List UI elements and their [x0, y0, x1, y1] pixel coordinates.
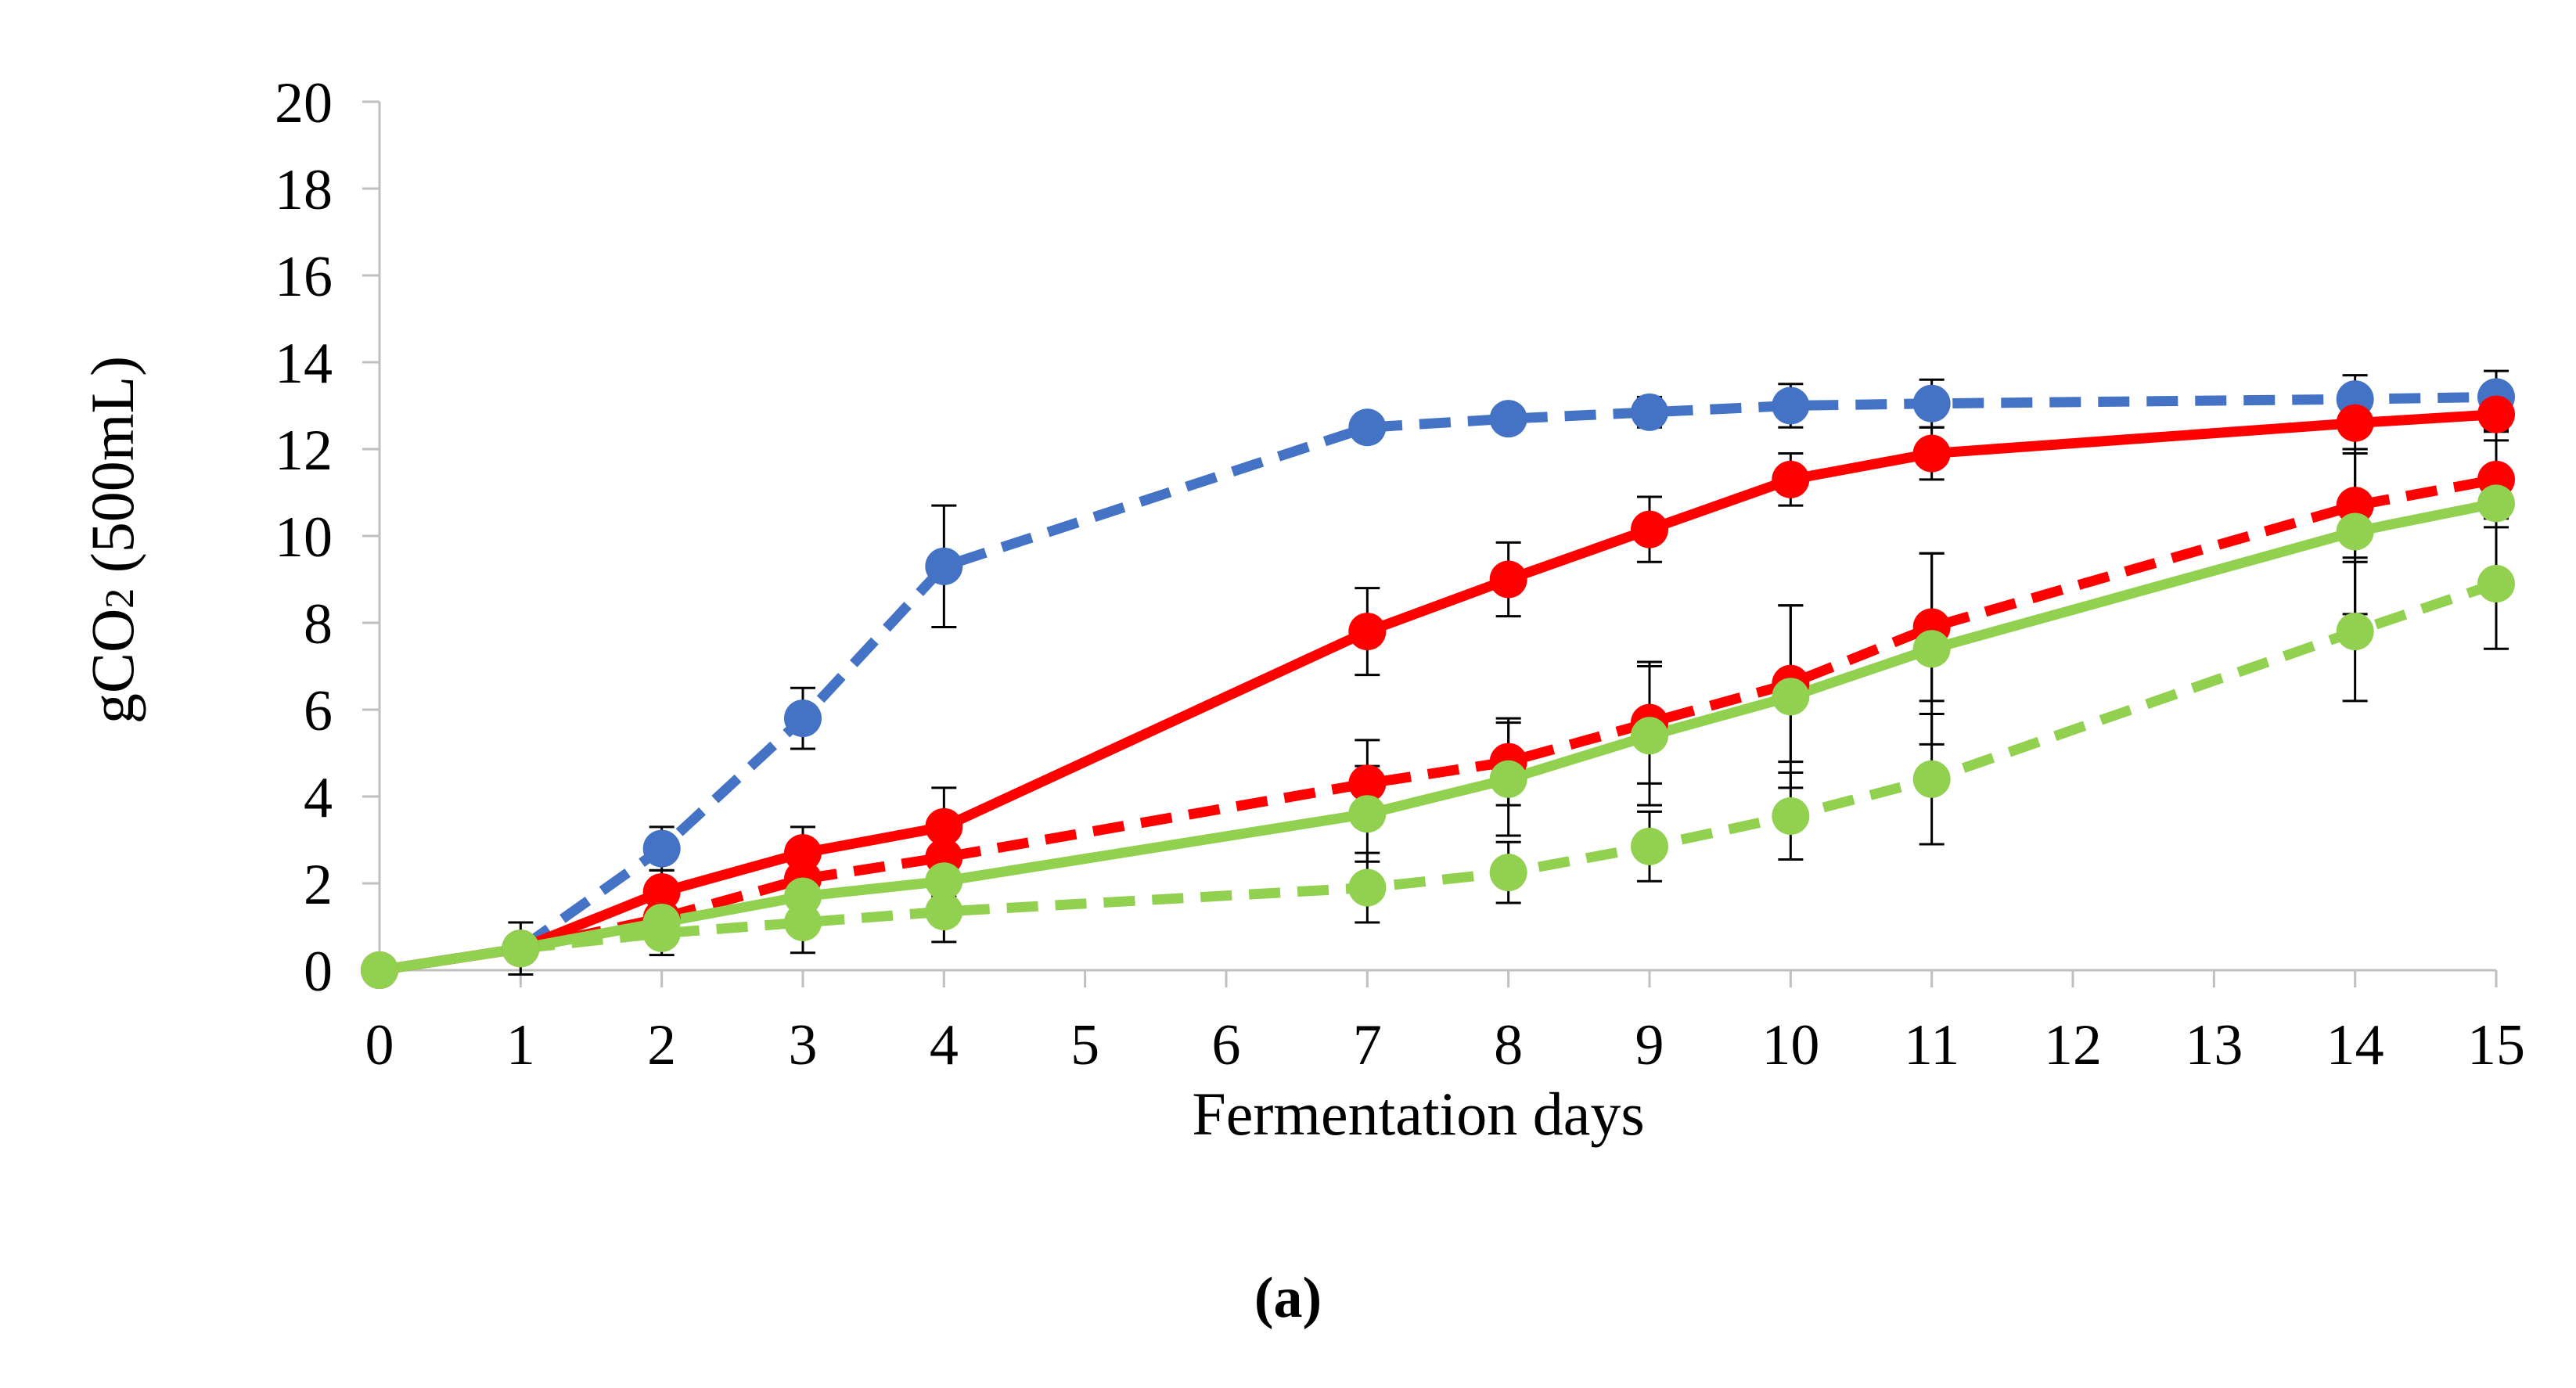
y-axis-title-suffix: (500mL) — [78, 356, 146, 588]
data-point-marker — [1348, 764, 1387, 803]
x-tick-label: 6 — [1212, 1013, 1241, 1077]
x-tick-label: 15 — [2467, 1013, 2525, 1077]
data-point-marker — [1631, 510, 1668, 548]
data-point-marker — [1912, 630, 1951, 668]
x-tick-label: 4 — [930, 1013, 959, 1077]
data-point-marker — [1348, 408, 1387, 447]
data-point-marker — [2477, 484, 2515, 523]
axes-layer — [378, 102, 2496, 972]
data-point-marker — [1912, 384, 1951, 423]
data-point-marker — [1772, 678, 1810, 716]
data-point-marker — [1772, 460, 1810, 498]
data-point-marker — [784, 903, 822, 941]
y-axis-title: gCO2 (500mL) — [78, 356, 146, 724]
data-point-marker — [642, 829, 681, 868]
y-tick-label: 2 — [304, 853, 333, 917]
x-tick-label: 14 — [2326, 1013, 2384, 1077]
y-tick-label: 6 — [304, 679, 333, 743]
series-layer — [379, 391, 2499, 976]
y-tick-label: 8 — [304, 592, 333, 656]
data-point-marker — [1772, 387, 1810, 425]
data-point-marker — [2477, 395, 2515, 433]
series-line — [379, 578, 2499, 976]
data-point-marker — [925, 893, 963, 931]
x-axis-title: Fermentation days — [1192, 1080, 1644, 1148]
x-tick-label: 12 — [2044, 1013, 2102, 1077]
y-tick-label: 18 — [275, 158, 333, 222]
data-point-marker — [1489, 760, 1527, 798]
data-point-marker — [784, 877, 822, 915]
data-point-marker — [361, 951, 398, 989]
data-point-marker — [1348, 868, 1387, 907]
y-tick-label: 14 — [275, 332, 333, 396]
data-point-marker — [1348, 795, 1387, 833]
series-line — [379, 391, 2497, 976]
data-point-marker — [2477, 565, 2515, 603]
series-line — [379, 498, 2498, 976]
markers-layer — [361, 378, 2515, 989]
x-tick-label: 5 — [1070, 1013, 1099, 1077]
data-point-marker — [784, 699, 822, 738]
series-line — [379, 474, 2498, 976]
data-point-marker — [1912, 760, 1951, 798]
y-axis-title-subscript: 2 — [98, 588, 142, 609]
data-point-marker — [2336, 613, 2374, 651]
x-tick-label: 11 — [1904, 1013, 1959, 1077]
y-axis-title-main: gCO — [78, 609, 146, 724]
data-point-marker — [2336, 404, 2374, 442]
data-point-marker — [502, 930, 540, 968]
data-point-marker — [1631, 717, 1668, 755]
y-tick-label: 10 — [275, 505, 333, 570]
x-tick-label: 13 — [2185, 1013, 2243, 1077]
data-point-marker — [1489, 400, 1527, 438]
x-tick-label: 2 — [647, 1013, 676, 1077]
y-tick-label: 12 — [275, 419, 333, 483]
data-point-marker — [925, 862, 963, 901]
y-tick-label: 16 — [275, 245, 333, 309]
data-point-marker — [925, 807, 963, 846]
data-point-marker — [784, 834, 822, 872]
data-point-marker — [642, 914, 681, 952]
y-tick-label: 0 — [304, 940, 333, 1004]
data-point-marker — [1631, 827, 1668, 865]
x-tick-label: 7 — [1353, 1013, 1382, 1077]
data-point-marker — [1348, 613, 1387, 651]
data-point-marker — [925, 547, 963, 585]
data-point-marker — [1489, 560, 1527, 599]
data-point-marker — [2336, 512, 2374, 551]
data-point-marker — [642, 873, 681, 912]
x-tick-label: 8 — [1494, 1013, 1523, 1077]
data-point-marker — [1631, 393, 1668, 431]
data-point-marker — [1772, 796, 1810, 835]
series-line — [379, 409, 2497, 976]
x-tick-label: 3 — [789, 1013, 818, 1077]
x-tick-label: 1 — [506, 1013, 535, 1077]
y-tick-label: 4 — [304, 766, 333, 830]
panel-label: (a) — [1254, 1266, 1322, 1330]
data-point-marker — [1489, 854, 1527, 892]
y-tick-label: 20 — [275, 71, 333, 135]
data-point-marker — [1912, 434, 1951, 473]
x-tick-label: 0 — [365, 1013, 394, 1077]
x-tick-label: 10 — [1761, 1013, 1819, 1077]
x-tick-label: 9 — [1635, 1013, 1664, 1077]
data-point-marker — [2336, 487, 2374, 525]
